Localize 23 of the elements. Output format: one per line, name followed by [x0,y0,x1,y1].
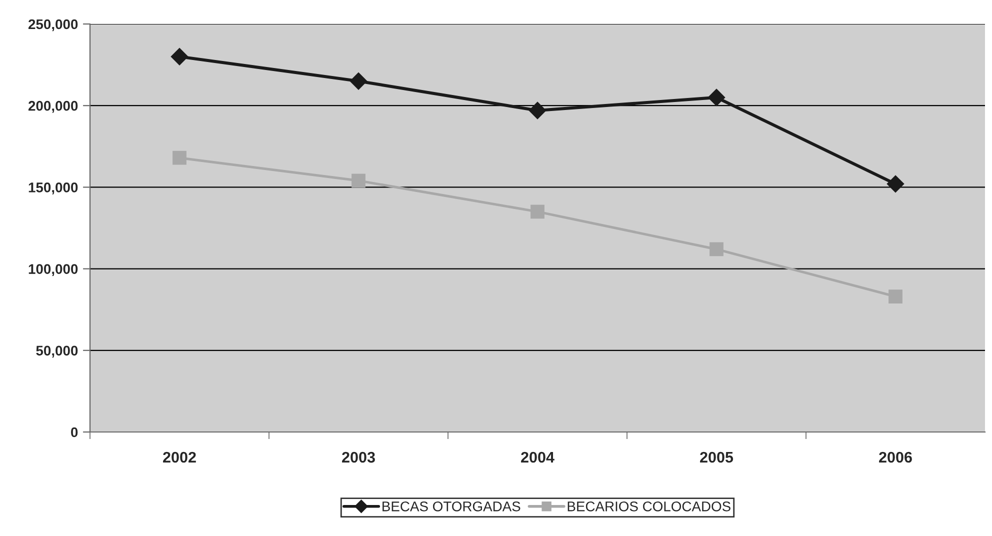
x-tick-label: 2006 [879,452,912,463]
x-tick-label: 2004 [521,452,554,463]
point [528,102,546,120]
point [170,48,188,66]
y-tick-label: 50,000 [36,346,78,358]
point [530,204,544,219]
y-tick-label: 0 [71,427,78,438]
y-tick-label: 100,000 [28,264,78,276]
point [886,175,904,192]
y-tick-label: 200,000 [28,100,78,113]
point [352,174,366,188]
y-tick-label: 250,000 [28,19,78,32]
y-tick-label: 150,000 [28,182,78,194]
point [888,290,902,304]
point [172,150,186,165]
x-tick-label: 2003 [342,452,375,463]
x-tick-label: 2002 [163,452,196,463]
legend-label: BECAS OTORGADAS [382,501,520,512]
x-tick-label: 2005 [700,452,734,463]
point [708,88,726,106]
point [350,72,368,90]
legend-label: BECARIOS COLOCADOS [568,501,730,512]
point [710,242,724,256]
